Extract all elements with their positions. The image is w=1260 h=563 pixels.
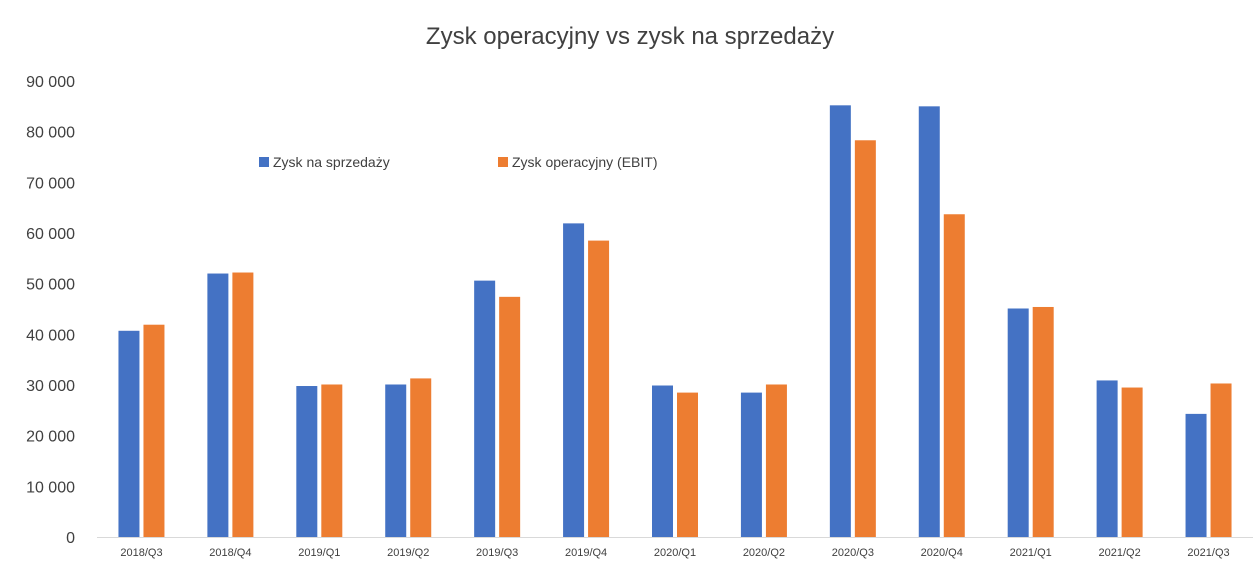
bar-zysk-na-sprzedazy-2018-q4 (207, 273, 229, 537)
bar-zysk-operacyjny-2021-q2 (1121, 387, 1143, 537)
x-tick-label: 2020/Q1 (654, 547, 696, 559)
bar-zysk-na-sprzedazy-2020-q4 (918, 106, 940, 537)
bar-zysk-na-sprzedazy-2019-q3 (474, 280, 496, 537)
x-tick-label: 2020/Q4 (921, 547, 963, 559)
y-tick-label: 80 000 (26, 125, 75, 142)
x-tick-label: 2019/Q1 (298, 547, 340, 559)
bar-zysk-operacyjny-2020-q2 (765, 384, 787, 537)
bar-zysk-operacyjny-2018-q4 (232, 272, 254, 537)
y-tick-label: 10 000 (26, 479, 75, 496)
bar-zysk-operacyjny-2019-q1 (321, 384, 343, 537)
bar-zysk-na-sprzedazy-2018-q3 (118, 330, 140, 537)
y-tick-label: 70 000 (26, 175, 75, 192)
x-tick-label: 2021/Q3 (1187, 547, 1229, 559)
bar-zysk-na-sprzedazy-2019-q2 (385, 384, 407, 537)
x-tick-label: 2021/Q2 (1099, 547, 1141, 559)
bar-zysk-operacyjny-2020-q1 (677, 392, 698, 537)
bar-zysk-na-sprzedazy-2019-q4 (563, 223, 585, 537)
bar-zysk-na-sprzedazy-2021-q1 (1007, 308, 1029, 537)
bar-zysk-operacyjny-2019-q2 (410, 378, 432, 537)
legend: Zysk na sprzedaży Zysk operacyjny (EBIT) (259, 154, 657, 170)
x-tick-label: 2021/Q1 (1010, 547, 1052, 559)
y-tick-label: 20 000 (26, 429, 75, 446)
x-tick-label: 2018/Q4 (209, 547, 251, 559)
bar-zysk-na-sprzedazy-2019-q1 (296, 386, 318, 537)
bar-zysk-operacyjny-2021-q3 (1210, 383, 1232, 537)
chart-title: Zysk operacyjny vs zysk na sprzedaży (426, 23, 834, 50)
bar-zysk-na-sprzedazy-2020-q2 (740, 392, 762, 537)
bar-zysk-na-sprzedazy-2021-q3 (1185, 413, 1207, 537)
x-tick-label: 2019/Q3 (476, 547, 518, 559)
y-tick-label: 30 000 (26, 378, 75, 395)
bar-zysk-operacyjny-2020-q3 (854, 140, 876, 537)
y-tick-label: 40 000 (26, 327, 75, 344)
bar-zysk-na-sprzedazy-2020-q3 (829, 105, 851, 537)
legend-label: Zysk operacyjny (EBIT) (512, 154, 657, 170)
y-tick-label: 90 000 (26, 74, 75, 91)
y-tick-label: 50 000 (26, 277, 75, 294)
y-axis: 0 10 000 20 000 30 000 40 000 50 000 60 000 70 … (26, 74, 75, 547)
legend-swatch (498, 157, 508, 167)
bar-zysk-operacyjny-2020-q4 (943, 214, 965, 537)
x-tick-label: 2020/Q3 (832, 547, 874, 559)
bar-zysk-operacyjny-2021-q1 (1032, 306, 1054, 537)
legend-label: Zysk na sprzedaży (273, 154, 390, 170)
x-tick-label: 2019/Q4 (565, 547, 607, 559)
legend-swatch (259, 157, 269, 167)
x-axis: 2018/Q3 2018/Q4 2019/Q1 2019/Q2 2019/Q3 2019/… (97, 537, 1253, 559)
bar-zysk-na-sprzedazy-2021-q2 (1096, 380, 1118, 537)
x-tick-label: 2018/Q3 (120, 547, 162, 559)
bar-zysk-operacyjny-2019-q3 (499, 296, 521, 537)
bar-zysk-operacyjny-2018-q3 (143, 324, 165, 537)
bar-zysk-na-sprzedazy-2020-q1 (652, 385, 673, 537)
y-tick-label: 0 (66, 530, 75, 547)
bar-zysk-operacyjny-2019-q4 (588, 240, 610, 537)
bars (118, 105, 1232, 537)
x-tick-label: 2019/Q2 (387, 547, 429, 559)
x-tick-label: 2020/Q2 (743, 547, 785, 559)
y-tick-label: 60 000 (26, 226, 75, 243)
